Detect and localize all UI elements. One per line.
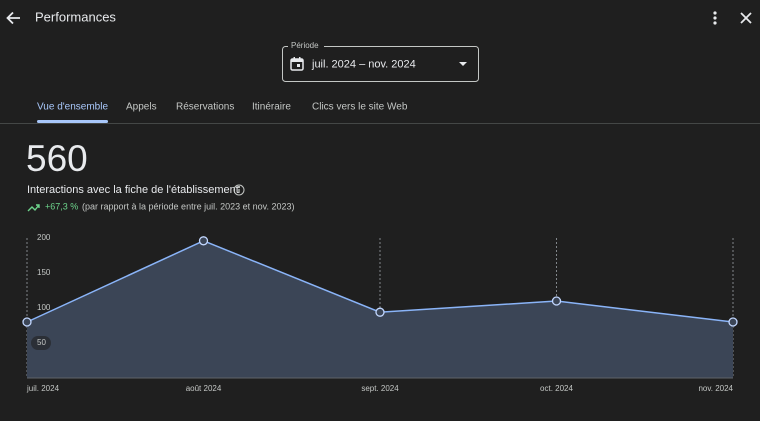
point bbox=[375, 307, 385, 317]
point bbox=[551, 296, 562, 306]
y-tick-label: 100 bbox=[37, 303, 51, 312]
change-value: +67,3 % bbox=[45, 201, 78, 211]
trend-icon bbox=[27, 204, 40, 212]
area bbox=[27, 240, 733, 378]
close-button[interactable] bbox=[740, 12, 752, 24]
tab-indicator bbox=[37, 120, 109, 123]
y-tick-label: 150 bbox=[37, 268, 51, 277]
period-value: juil. 2024 – nov. 2024 bbox=[311, 58, 416, 70]
x-tick-label: oct. 2024 bbox=[540, 384, 573, 393]
comparison-text: (par rapport à la période entre juil. 20… bbox=[82, 201, 294, 211]
x-tick-label: août 2024 bbox=[186, 384, 222, 393]
tab[interactable]: Appels bbox=[126, 102, 157, 113]
chart: 50 100 150 200 juil. 2024 août 2024 sept. 2024… bbox=[22, 233, 738, 393]
point bbox=[198, 236, 209, 246]
y-tick-label: 50 bbox=[37, 338, 46, 347]
tick-backdrop bbox=[31, 336, 51, 350]
y-tick-label: 200 bbox=[37, 233, 51, 242]
period-label: Période bbox=[291, 41, 319, 50]
x-tick-label: nov. 2024 bbox=[698, 384, 733, 393]
calendar-icon bbox=[290, 57, 304, 71]
x-tick-label: juil. 2024 bbox=[26, 384, 60, 393]
point bbox=[22, 317, 32, 327]
dropdown-arrow bbox=[459, 62, 467, 66]
tab[interactable]: Itinéraire bbox=[252, 102, 291, 113]
total-label: Interactions avec la fiche de l'établiss… bbox=[27, 184, 239, 196]
total-value: 560 bbox=[26, 138, 88, 179]
info-icon[interactable] bbox=[233, 184, 245, 196]
tab[interactable]: Clics vers le site Web bbox=[312, 102, 408, 113]
point bbox=[728, 317, 738, 327]
tab[interactable]: Réservations bbox=[176, 102, 234, 113]
page-title: Performances bbox=[35, 9, 116, 24]
x-tick-label: sept. 2024 bbox=[361, 384, 399, 393]
more-button[interactable] bbox=[713, 11, 717, 25]
back-button[interactable] bbox=[6, 11, 21, 25]
tab[interactable]: Vue d'ensemble bbox=[37, 102, 108, 113]
period-selector[interactable]: Période juil. 2024 – nov. 2024 bbox=[282, 41, 479, 82]
tab-bar: Vue d'ensemble Appels Réservations Itinérai… bbox=[37, 102, 408, 123]
